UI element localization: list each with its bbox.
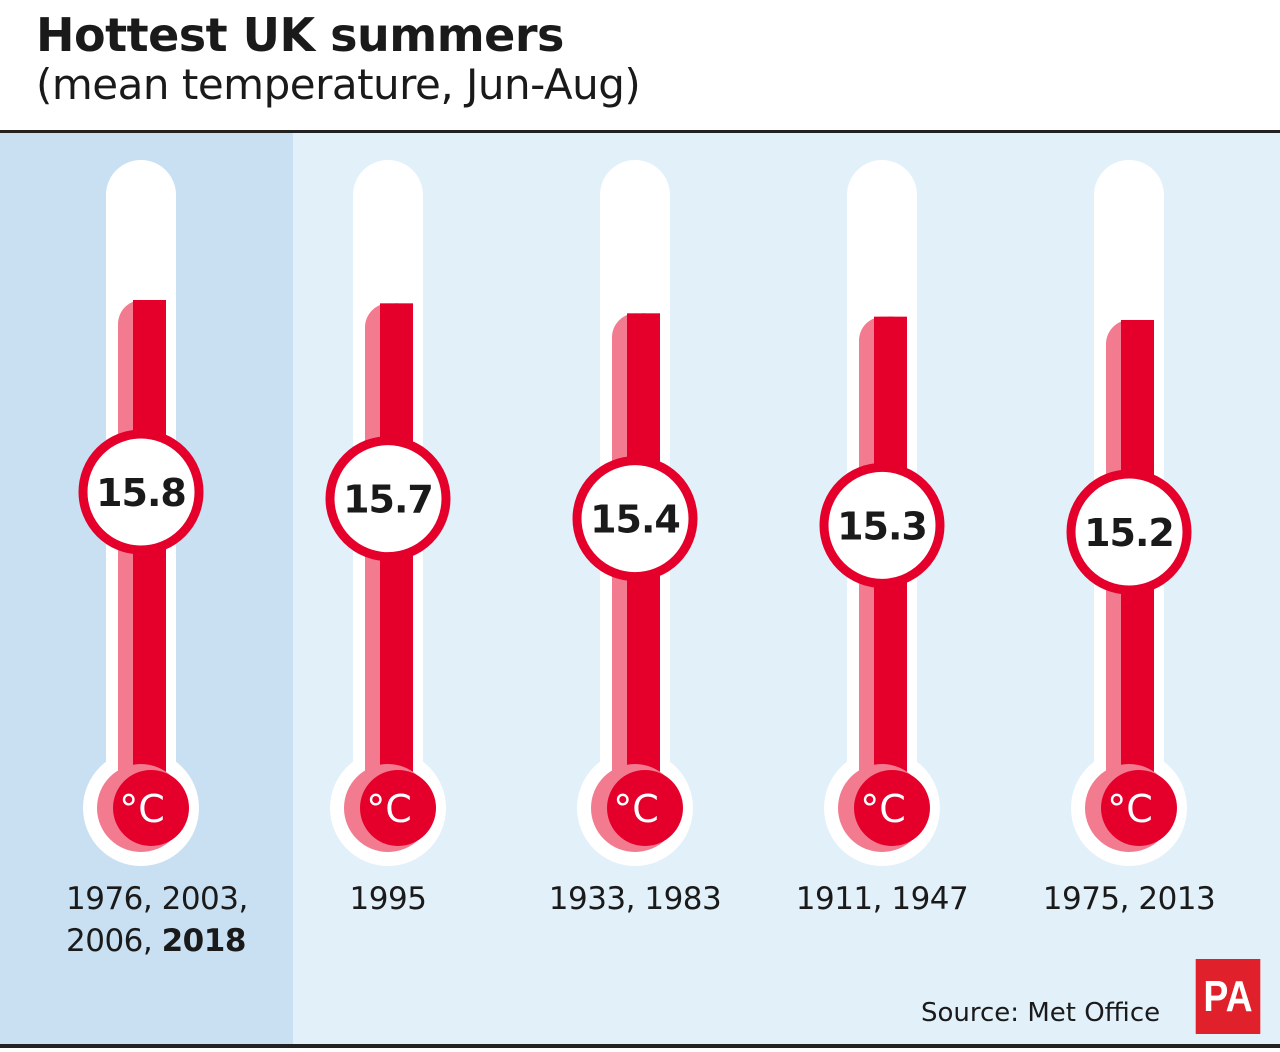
value-badge (572, 456, 698, 582)
mercury-bulb (113, 770, 189, 846)
unit-label: °C (1107, 787, 1153, 831)
chart-title: Hottest UK summers (36, 8, 564, 62)
mercury-bulb (360, 770, 436, 846)
mercury-column-cap (874, 316, 907, 347)
mercury-column-cap (133, 300, 166, 330)
category-label: 1933, 1983 (548, 881, 722, 917)
value-label: 15.4 (590, 498, 680, 542)
value-badge (78, 429, 204, 555)
value-label: 15.2 (1084, 511, 1174, 555)
value-label: 15.8 (96, 471, 186, 515)
value-badge (325, 436, 451, 562)
mercury-bulb (607, 770, 683, 846)
value-label: 15.3 (837, 504, 927, 548)
unit-label: °C (366, 787, 412, 831)
mercury-column-cap (627, 313, 660, 344)
mercury-bulb (854, 770, 930, 846)
value-badge (1066, 469, 1192, 595)
mercury-column-cap (1121, 319, 1154, 350)
value-label: 15.7 (343, 478, 433, 522)
mercury-bulb (1101, 770, 1177, 846)
category-label: 1976, 2003, 2006, 2018 (66, 881, 248, 959)
unit-label: °C (613, 787, 659, 831)
source-note: Source: Met Office (921, 998, 1161, 1028)
pa-logo: PA (1195, 959, 1261, 1034)
value-badge (819, 462, 945, 588)
category-label: 1995 (349, 881, 427, 917)
unit-label: °C (860, 787, 906, 831)
chart-subtitle: (mean temperature, Jun-Aug) (36, 60, 641, 109)
category-label: 1975, 2013 (1042, 881, 1216, 917)
category-label: 1911, 1947 (795, 881, 969, 917)
unit-label: °C (119, 787, 165, 831)
mercury-column-cap (380, 303, 413, 334)
